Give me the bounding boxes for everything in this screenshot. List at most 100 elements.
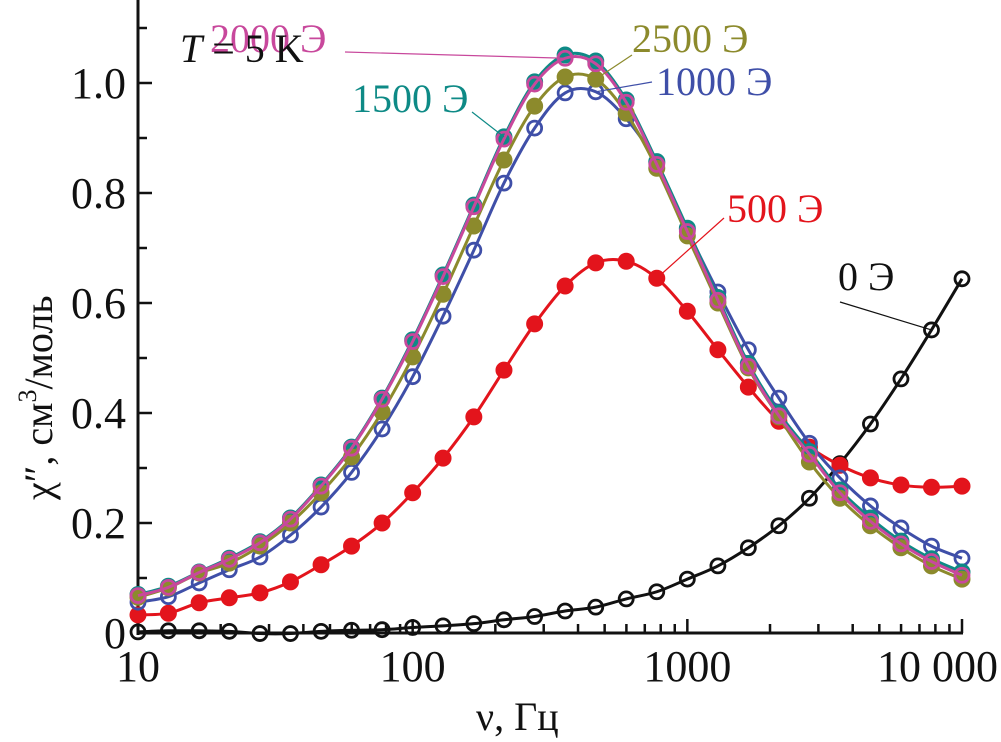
x-tick-label: 1000: [643, 642, 731, 691]
data-point: [678, 302, 696, 320]
series-line: [137, 55, 963, 598]
data-point: [282, 510, 299, 528]
data-point: [312, 622, 330, 640]
data-point: [220, 550, 238, 568]
data-point: [495, 151, 513, 169]
data-point: [190, 564, 208, 581]
data-point: [495, 361, 513, 379]
data-point: [312, 556, 330, 574]
y-tick-label: 1.0: [71, 59, 126, 108]
data-point: [220, 589, 238, 607]
series-500-oe: [129, 252, 971, 624]
data-point: [861, 469, 879, 487]
label-0-oe: 0 Э: [838, 254, 932, 331]
data-point: [495, 611, 513, 629]
data-point: [251, 584, 269, 602]
y-tick-label: 0.2: [71, 499, 126, 548]
data-point: [129, 623, 147, 641]
data-point: [831, 489, 849, 507]
data-point: [892, 370, 910, 388]
data-point: [312, 477, 330, 495]
data-point: [343, 439, 360, 457]
data-point: [801, 489, 818, 507]
y-axis-title-tail: /моль: [16, 295, 61, 389]
data-point: [465, 408, 483, 426]
x-tick-label: 10: [116, 642, 160, 691]
data-point: [862, 512, 879, 530]
axes: 0 0.2 0.4 0.6 0.8 1.0 10 100 1000 10 000: [71, 0, 998, 691]
data-point: [923, 321, 940, 339]
data-point: [373, 621, 391, 639]
series-label-text: 2500 Э: [632, 16, 748, 61]
data-point: [953, 477, 971, 495]
data-point: [281, 573, 299, 591]
series-line: [137, 86, 963, 604]
y-axis-title: χ″, см3/моль: [13, 295, 61, 501]
label-2500-oe: 2500 Э: [595, 16, 748, 80]
data-point: [556, 602, 574, 620]
series-line: [137, 258, 963, 617]
series-curves: [129, 46, 971, 642]
data-point: [373, 514, 391, 532]
leader-line: [344, 51, 566, 59]
data-point: [526, 75, 544, 93]
data-point: [251, 534, 269, 552]
data-point: [648, 155, 666, 173]
data-point: [556, 84, 574, 102]
data-point: [434, 268, 452, 286]
data-point: [526, 97, 544, 115]
data-point: [678, 223, 696, 240]
data-point: [251, 625, 269, 642]
data-point: [678, 570, 696, 588]
data-point: [770, 407, 788, 425]
series-line: [137, 51, 963, 596]
series-1000-oe: [129, 83, 971, 611]
data-point: [465, 241, 483, 259]
data-point: [495, 130, 513, 148]
data-point: [434, 307, 452, 325]
data-point: [159, 604, 177, 622]
data-point: [465, 615, 483, 633]
data-point: [556, 68, 574, 86]
x-tick-label: 10 000: [877, 642, 998, 691]
label-500-oe: 500 Э: [656, 186, 823, 279]
data-point: [801, 445, 818, 463]
series-label-text: 1000 Э: [656, 59, 772, 104]
data-point: [343, 621, 360, 639]
data-point: [129, 606, 147, 624]
data-point: [526, 119, 544, 137]
data-point: [587, 55, 605, 73]
data-point: [739, 539, 757, 557]
label-1500-oe: 1500 Э: [352, 76, 505, 138]
data-point: [617, 252, 635, 270]
data-point: [404, 484, 422, 502]
data-point: [190, 622, 208, 640]
series-2500-oe: [129, 68, 971, 606]
data-point: [159, 578, 177, 596]
data-point: [862, 415, 879, 433]
data-point: [861, 517, 879, 535]
data-point: [739, 357, 757, 375]
data-point: [404, 333, 422, 350]
series-label-text: 500 Э: [727, 186, 823, 231]
data-point: [892, 535, 910, 553]
data-point: [831, 456, 849, 474]
series-label-text: 2000 Э: [210, 16, 326, 61]
data-point: [739, 378, 757, 396]
temperature-value: = 5 K: [202, 26, 304, 71]
data-point: [617, 590, 635, 608]
data-point: [953, 566, 971, 584]
leader-line: [595, 81, 653, 93]
leader-line: [656, 217, 725, 279]
data-point: [892, 476, 910, 494]
data-point: [373, 390, 391, 408]
series-label-text: 1500 Э: [352, 76, 468, 121]
y-tick-label: 0.6: [71, 279, 126, 328]
series-1500-oe: [129, 46, 971, 603]
data-point: [831, 484, 849, 502]
data-point: [404, 368, 422, 386]
leader-line: [595, 54, 633, 80]
data-point: [343, 537, 361, 555]
y-tick-label: 0.4: [71, 389, 126, 438]
